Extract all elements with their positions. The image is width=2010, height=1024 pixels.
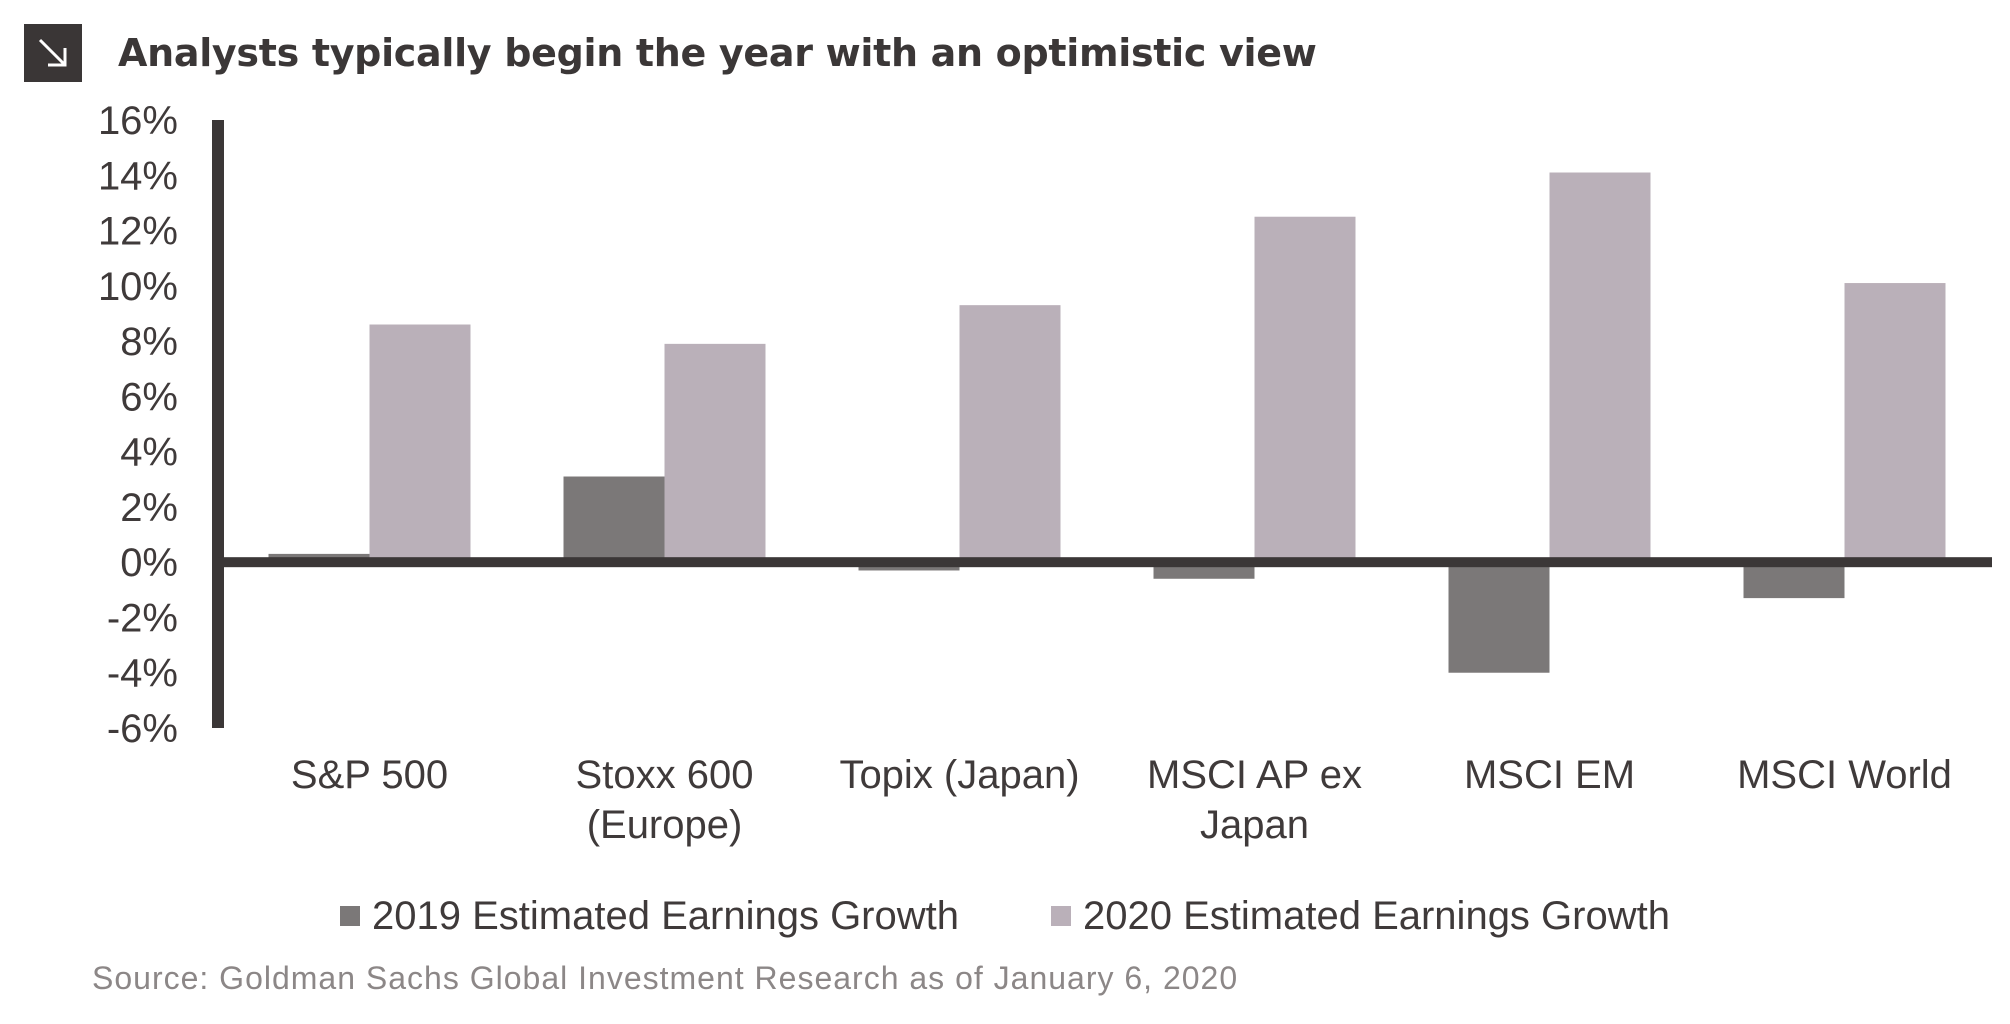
y-axis-line xyxy=(212,120,224,728)
bar-2019 xyxy=(563,476,665,563)
y-tick-label: 2% xyxy=(120,486,178,530)
bar-2019 xyxy=(1448,562,1550,673)
y-tick-label: 16% xyxy=(98,100,178,143)
x-category-label: Japan xyxy=(1200,803,1309,847)
x-category-label: MSCI World xyxy=(1737,753,1952,797)
y-tick-label: -4% xyxy=(107,652,178,696)
y-tick-label: 0% xyxy=(120,541,178,585)
bar-2020 xyxy=(369,324,471,563)
x-category-label: Topix (Japan) xyxy=(839,753,1079,797)
y-tick-label: -6% xyxy=(107,707,178,751)
y-tick-label: 6% xyxy=(120,375,178,419)
x-category-label: (Europe) xyxy=(587,803,743,847)
zero-baseline xyxy=(218,557,1992,568)
bar-2019 xyxy=(1743,562,1845,599)
legend-swatch-2019 xyxy=(340,906,361,926)
y-tick-label: 10% xyxy=(98,265,178,309)
x-category-label: S&P 500 xyxy=(291,753,448,797)
chart-title: Analysts typically begin the year with a… xyxy=(118,31,1317,75)
bar-2020 xyxy=(1549,172,1651,563)
legend-item-2020: 2020 Estimated Earnings Growth xyxy=(1051,894,1670,939)
y-tick-label: 4% xyxy=(120,431,178,475)
bar-2020 xyxy=(1844,283,1946,563)
y-tick-label: 14% xyxy=(98,154,178,198)
bar-2020 xyxy=(959,305,1061,563)
arrow-down-right-icon xyxy=(24,24,82,82)
y-tick-label: 12% xyxy=(98,210,178,254)
x-category-label: Stoxx 600 xyxy=(576,753,754,797)
x-category-label: MSCI EM xyxy=(1464,753,1635,797)
y-tick-label: -2% xyxy=(107,596,178,640)
legend: 2019 Estimated Earnings Growth 2020 Esti… xyxy=(0,888,2010,944)
title-row: Analysts typically begin the year with a… xyxy=(24,24,1317,82)
legend-item-2019: 2019 Estimated Earnings Growth xyxy=(340,894,959,939)
source-note: Source: Goldman Sachs Global Investment … xyxy=(92,960,1239,996)
y-tick-label: 8% xyxy=(120,320,178,364)
x-category-label: MSCI AP ex xyxy=(1147,753,1362,797)
bar-chart: 16% 14% 12% 10% 8% 6% 4% 2% 0% -2% -4% -6% S&P 500 St… xyxy=(98,100,1992,847)
bar-2020 xyxy=(664,343,766,563)
legend-label-2020: 2020 Estimated Earnings Growth xyxy=(1083,893,1670,938)
legend-label-2019: 2019 Estimated Earnings Growth xyxy=(372,893,959,938)
legend-swatch-2020 xyxy=(1051,906,1071,926)
bar-2020 xyxy=(1254,216,1356,563)
